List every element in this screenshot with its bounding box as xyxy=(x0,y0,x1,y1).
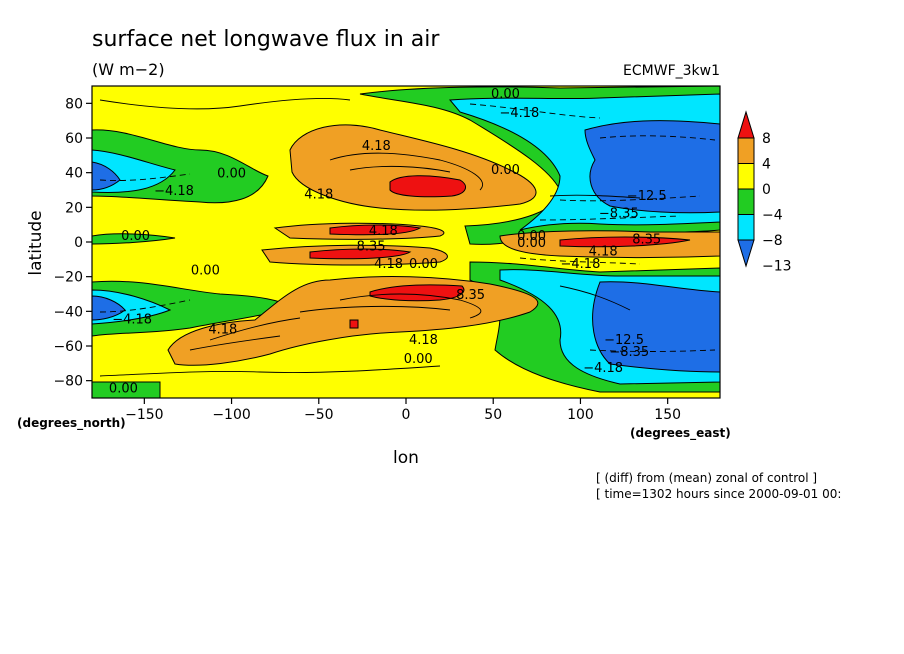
contour-label: 4.18 xyxy=(589,245,618,260)
y-tick-label: −60 xyxy=(53,339,83,355)
contour-label: 0.00 xyxy=(491,87,520,102)
contour-label: 4.18 xyxy=(374,257,403,272)
x-tick-label: −100 xyxy=(212,407,250,423)
x-tick-label: 150 xyxy=(654,407,681,423)
contour-label: 4.18 xyxy=(304,187,333,202)
dataset-label: ECMWF_3kw1 xyxy=(623,63,720,79)
contour-label: −8.35 xyxy=(599,207,639,222)
x-tick-label: 0 xyxy=(402,407,411,423)
contour-label: −4.18 xyxy=(154,184,194,199)
contour-label: 0.00 xyxy=(517,236,546,251)
contour-label: −8.35 xyxy=(609,345,649,360)
y-tick-label: −80 xyxy=(53,374,83,390)
contour-label: 0.00 xyxy=(491,163,520,178)
x-tick-label: −50 xyxy=(304,407,334,423)
contour-label: 0.00 xyxy=(217,167,246,182)
colorbar-tick-label: 4 xyxy=(762,157,771,173)
contour-label: 8.35 xyxy=(357,239,386,254)
y-axis-units: (degrees_north) xyxy=(17,416,126,431)
contour-label: 8.35 xyxy=(456,288,485,303)
chart-title: surface net longwave flux in air xyxy=(92,27,440,52)
x-axis: −150 −100 −50 0 50 100 150 xyxy=(125,398,681,423)
y-axis: −80 −60 −40 −20 0 20 40 60 80 xyxy=(53,96,92,390)
contour-label: 0.00 xyxy=(404,352,433,367)
x-tick-label: −150 xyxy=(125,407,163,423)
colorbar-tick-label: −13 xyxy=(762,259,792,275)
contour-field: 0.00−4.184.180.000.00−4.18 4.18 −12.5−8.35… xyxy=(92,86,720,398)
contour-lines xyxy=(99,97,641,377)
colorbar-segment xyxy=(737,214,755,241)
contour-label: −4.18 xyxy=(561,257,601,272)
x-axis-units: (degrees_east) xyxy=(630,426,731,441)
colorbar-tick-label: 0 xyxy=(762,182,771,198)
y-tick-label: 0 xyxy=(74,235,83,251)
x-tick-label: 50 xyxy=(484,407,502,423)
colorbar-tick-label: −8 xyxy=(762,233,783,249)
contour-labels: 0.00−4.184.180.000.00−4.18 4.18 −12.5−8.35… xyxy=(109,87,667,397)
region-strong-negative xyxy=(92,120,720,373)
contour-label: 0.00 xyxy=(109,382,138,397)
contour-label: −12.5 xyxy=(627,189,667,204)
footnote-line-1: [ (diff) from (mean) zonal of control ] xyxy=(596,471,817,485)
contour-label: 0.00 xyxy=(517,229,546,244)
x-tick-label: 100 xyxy=(567,407,594,423)
contour-label: 0.00 xyxy=(409,257,438,272)
x-axis-label: lon xyxy=(393,448,419,468)
y-axis-label: latitude xyxy=(26,210,46,275)
y-tick-label: 40 xyxy=(65,166,83,182)
colorbar-max-arrow xyxy=(737,110,755,139)
colorbar-segment xyxy=(737,137,755,164)
colorbar-min-arrow xyxy=(737,239,755,268)
contour-label: −4.18 xyxy=(583,361,623,376)
contour-label: 8.35 xyxy=(632,233,661,248)
y-tick-label: −40 xyxy=(53,304,83,320)
colorbar: 8 4 0 −4 −8 −13 xyxy=(737,110,792,275)
contour-label: 4.18 xyxy=(362,139,391,154)
colorbar-tick-label: −4 xyxy=(762,208,783,224)
contour-label: 4.18 xyxy=(369,224,398,239)
colorbar-segment xyxy=(737,188,755,215)
footnote-line-2: [ time=1302 hours since 2000-09-01 00: xyxy=(596,487,841,501)
y-tick-label: −20 xyxy=(53,270,83,286)
negative-contour-lines xyxy=(99,103,716,352)
contour-label: 0.00 xyxy=(121,229,150,244)
contour-label: 4.18 xyxy=(409,333,438,348)
contour-label: 0.00 xyxy=(191,264,220,279)
colorbar-segment xyxy=(737,163,755,190)
chart-units: (W m−2) xyxy=(92,60,165,79)
contour-label: −4.18 xyxy=(499,106,539,121)
colorbar-tick-label: 8 xyxy=(762,131,771,147)
contour-label: 4.18 xyxy=(208,323,237,338)
y-tick-label: 60 xyxy=(65,131,83,147)
y-tick-label: 80 xyxy=(65,96,83,112)
y-tick-label: 20 xyxy=(65,200,83,216)
contour-label: −12.5 xyxy=(604,333,644,348)
contour-label: −4.18 xyxy=(112,312,152,327)
